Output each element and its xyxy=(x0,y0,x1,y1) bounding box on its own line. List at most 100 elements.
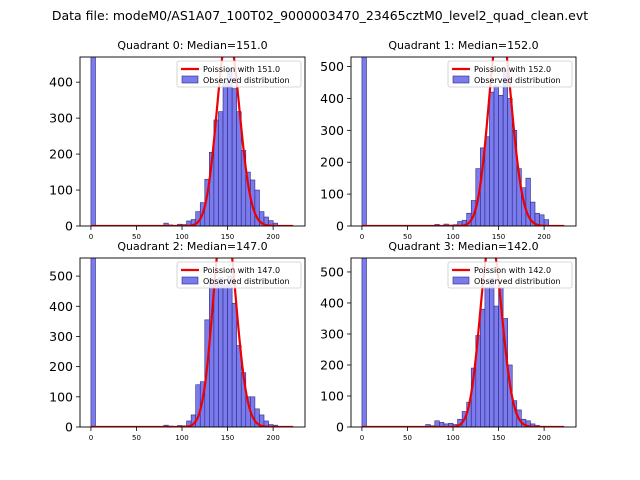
histogram-bar xyxy=(218,111,224,226)
y-tick-label: 400 xyxy=(320,295,344,310)
legend: Poission with 151.0 Observed distribution xyxy=(176,60,302,88)
x-tick-label: 200 xyxy=(266,434,279,442)
x-tick-label: 0 xyxy=(360,233,364,241)
poisson-curve xyxy=(90,57,294,226)
histogram-bar xyxy=(361,258,367,427)
histogram-bar xyxy=(493,85,499,226)
histogram-bar xyxy=(222,284,228,427)
histogram-bar xyxy=(480,308,486,427)
legend-observed-label: Observed distribution xyxy=(474,277,561,286)
legend-poisson-label: Poission with 152.0 xyxy=(474,65,551,74)
y-tick-label: 200 xyxy=(49,147,73,162)
y-tick-label: 400 xyxy=(320,91,344,106)
y-tick-label: 0 xyxy=(65,420,73,435)
legend-observed-label: Observed distribution xyxy=(203,76,290,85)
histogram-bar xyxy=(218,277,224,427)
histogram-bar xyxy=(231,302,237,427)
y-tick-label: 100 xyxy=(320,187,344,202)
panel-quadrant-0: Quadrant 0: Median=151.0 0 100 200 300 400 0 50… xyxy=(49,39,306,241)
x-tick-label: 0 xyxy=(89,434,93,442)
x-tick-label: 0 xyxy=(89,233,93,241)
histogram-bar xyxy=(507,98,513,226)
y-tick-label: 500 xyxy=(49,269,73,284)
histogram-bar xyxy=(231,88,237,226)
histogram-bar xyxy=(227,275,233,427)
legend-observed-label: Observed distribution xyxy=(474,76,561,85)
y-tick-label: 300 xyxy=(49,111,73,126)
axes-frame xyxy=(350,56,577,227)
y-tick-label: 100 xyxy=(49,183,73,198)
x-tick-label: 200 xyxy=(266,233,279,241)
axes-frame xyxy=(79,56,306,227)
axes-frame xyxy=(350,257,577,428)
x-tick-label: 50 xyxy=(132,233,141,241)
y-tick-label: 200 xyxy=(320,357,344,372)
histogram-bar xyxy=(489,91,495,226)
panel-title: Quadrant 1: Median=152.0 xyxy=(388,39,538,52)
x-tick-label: 100 xyxy=(175,434,188,442)
legend-observed-swatch xyxy=(181,276,199,285)
x-tick-label: 200 xyxy=(537,233,550,241)
y-tick-label: 100 xyxy=(49,389,73,404)
legend: Poission with 152.0 Observed distribution xyxy=(447,60,573,88)
x-tick-label: 100 xyxy=(446,233,459,241)
panel-quadrant-1: Quadrant 1: Median=152.00100200300400500… xyxy=(320,39,577,241)
figure-title: Data file: modeM0/AS1A07_100T02_90000034… xyxy=(52,8,588,23)
legend-box xyxy=(447,60,573,88)
panel-title: Quadrant 0: Median=151.0 xyxy=(117,39,267,52)
histogram-bar xyxy=(493,305,499,427)
x-tick-label: 50 xyxy=(132,434,141,442)
histogram-bar xyxy=(213,283,219,427)
axes-frame xyxy=(79,257,306,428)
x-tick-label: 150 xyxy=(492,434,505,442)
y-tick-label: 400 xyxy=(49,299,73,314)
histogram-bar xyxy=(361,57,367,226)
x-tick-label: 150 xyxy=(221,233,234,241)
legend-box xyxy=(176,261,302,289)
y-tick-label: 500 xyxy=(320,59,344,74)
legend-observed-label: Observed distribution xyxy=(203,277,290,286)
y-tick-label: 0 xyxy=(336,219,344,234)
histogram-bar xyxy=(484,136,490,226)
histogram-bar xyxy=(498,94,504,226)
x-tick-label: 100 xyxy=(175,233,188,241)
histogram-bar xyxy=(90,57,96,226)
y-tick-label: 200 xyxy=(320,155,344,170)
panel-quadrant-3: Quadrant 3: Median=142.00100200300400500… xyxy=(320,240,577,442)
histogram-bar xyxy=(502,69,508,226)
legend: Poission with 147.0 Observed distribution xyxy=(176,261,302,289)
histogram-bar xyxy=(484,287,490,427)
x-tick-label: 50 xyxy=(403,434,412,442)
x-tick-label: 0 xyxy=(360,434,364,442)
x-tick-label: 100 xyxy=(446,434,459,442)
x-tick-label: 150 xyxy=(492,233,505,241)
legend-poisson-label: Poission with 142.0 xyxy=(474,266,551,275)
y-tick-label: 0 xyxy=(65,219,73,234)
x-tick-label: 200 xyxy=(537,434,550,442)
y-tick-label: 300 xyxy=(320,123,344,138)
plot-area xyxy=(90,57,294,226)
histogram-bar xyxy=(263,420,269,427)
x-tick-label: 50 xyxy=(403,233,412,241)
histogram-bar xyxy=(227,69,233,226)
histogram-bar xyxy=(222,81,228,226)
legend: Poission with 142.0 Observed distribution xyxy=(447,261,573,289)
y-tick-label: 0 xyxy=(336,420,344,435)
poisson-curve xyxy=(361,57,565,226)
y-tick-label: 400 xyxy=(49,75,73,90)
poisson-curve xyxy=(90,258,294,427)
legend-poisson-label: Poission with 147.0 xyxy=(203,266,280,275)
panels: Quadrant 0: Median=151.0 0 100 200 300 400 0 50… xyxy=(49,39,577,442)
y-tick-label: 300 xyxy=(320,326,344,341)
y-tick-label: 100 xyxy=(320,388,344,403)
y-tick-label: 500 xyxy=(320,264,344,279)
y-tick-label: 200 xyxy=(49,359,73,374)
panel-quadrant-2: Quadrant 2: Median=147.00100200300400500… xyxy=(49,240,306,442)
legend-box xyxy=(176,60,302,88)
histogram-bar xyxy=(90,258,96,427)
panel-title: Quadrant 2: Median=147.0 xyxy=(117,240,267,253)
plot-area xyxy=(361,57,565,226)
legend-observed-swatch xyxy=(452,75,470,84)
legend-observed-swatch xyxy=(452,276,470,285)
